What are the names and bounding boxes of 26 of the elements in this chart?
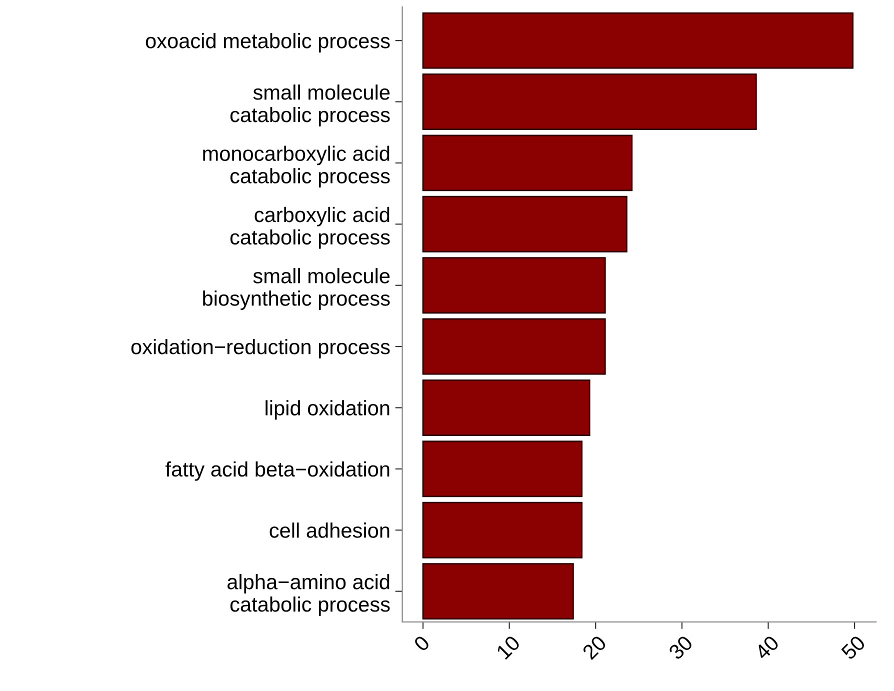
bar xyxy=(422,257,606,314)
bar xyxy=(422,318,606,375)
y-tick-label: lipid oxidation xyxy=(266,400,390,420)
bar xyxy=(422,134,633,192)
x-tick-label: 20 xyxy=(582,634,608,660)
bar xyxy=(422,563,574,620)
y-tick-label: small molecule biosynthetic process xyxy=(203,268,390,310)
bar xyxy=(422,379,590,436)
y-tick-label: oxidation−reduction process xyxy=(131,338,390,358)
y-tick-label: fatty acid beta−oxidation xyxy=(166,461,390,481)
x-tick-label: 0 xyxy=(413,634,430,652)
y-tick-label: cell adhesion xyxy=(270,522,390,538)
x-tick-label: 50 xyxy=(840,634,866,660)
bar xyxy=(422,440,583,498)
y-tick-label: carboxylic acid catabolic process xyxy=(230,206,390,249)
bar xyxy=(422,502,583,558)
y-tick-label: small molecule catabolic process xyxy=(230,84,390,126)
x-tick-label: 40 xyxy=(754,634,780,661)
x-tick-label: 30 xyxy=(668,634,694,660)
bar xyxy=(422,74,757,130)
y-tick-label: alpha−amino acid catabolic process xyxy=(228,574,390,616)
bar xyxy=(422,12,854,69)
bar xyxy=(422,196,628,252)
y-tick-label: oxoacid metabolic process xyxy=(146,33,390,52)
x-tick-label: 10 xyxy=(496,634,521,660)
y-tick-label: monocarboxylic acid catabolic process xyxy=(203,146,390,188)
